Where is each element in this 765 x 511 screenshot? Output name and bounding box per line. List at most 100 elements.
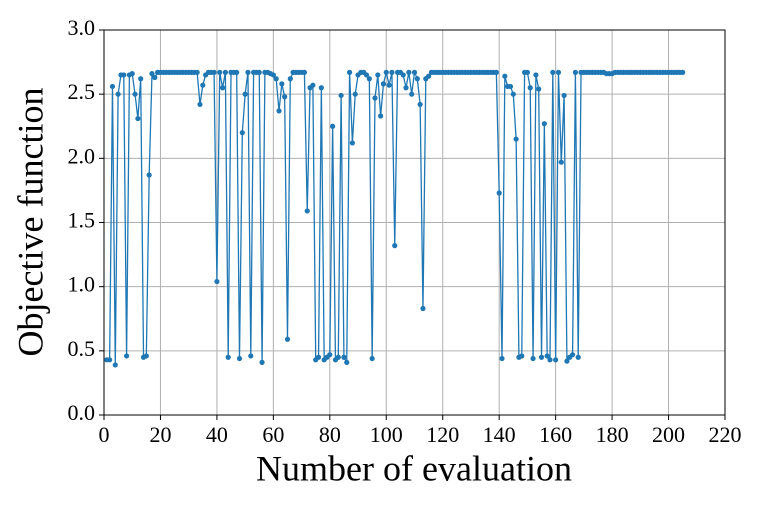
point	[107, 357, 113, 363]
point	[513, 136, 519, 142]
point	[248, 353, 254, 359]
point	[541, 121, 547, 127]
point	[112, 362, 118, 368]
point	[553, 357, 559, 363]
x-tick-label: 80	[319, 422, 341, 447]
point	[310, 82, 316, 88]
point	[284, 336, 291, 342]
point	[330, 123, 336, 129]
point	[538, 354, 545, 360]
point	[547, 357, 553, 363]
point	[420, 305, 426, 312]
point	[502, 73, 508, 79]
point	[194, 69, 200, 75]
point	[519, 353, 525, 359]
x-tick-label: 200	[652, 422, 685, 447]
point	[383, 69, 389, 75]
point	[222, 69, 228, 75]
point	[352, 91, 358, 97]
point	[236, 355, 243, 362]
x-tick-label: 160	[539, 422, 572, 447]
point	[536, 86, 542, 92]
point	[544, 353, 550, 359]
point	[363, 72, 370, 78]
point	[575, 354, 581, 360]
y-tick-label: 0.0	[68, 400, 96, 425]
point	[375, 72, 381, 78]
point	[214, 278, 220, 285]
point	[400, 72, 406, 78]
point	[123, 353, 130, 359]
point	[346, 69, 353, 75]
point	[555, 69, 562, 75]
point	[338, 92, 344, 99]
point	[496, 190, 502, 196]
point	[149, 71, 155, 77]
point	[426, 73, 432, 79]
point	[411, 69, 418, 75]
point	[558, 159, 564, 165]
series-line	[106, 69, 683, 365]
point	[259, 359, 265, 365]
point	[279, 81, 285, 87]
plot-frame	[103, 29, 726, 416]
point	[414, 76, 420, 82]
point	[282, 94, 288, 100]
point	[349, 140, 355, 146]
point	[301, 69, 308, 75]
y-tick-label: 1.0	[68, 272, 96, 297]
point	[564, 358, 570, 364]
point	[341, 354, 347, 360]
point	[109, 83, 116, 90]
point	[527, 85, 533, 91]
y-tick-label: 1.5	[68, 208, 96, 233]
point	[369, 355, 375, 362]
point	[200, 82, 206, 88]
point	[152, 74, 158, 81]
point	[378, 113, 384, 119]
point	[510, 91, 516, 97]
point	[327, 352, 333, 358]
point	[197, 101, 203, 108]
point	[234, 69, 240, 75]
point	[143, 353, 149, 359]
point	[366, 76, 372, 82]
point	[417, 101, 423, 108]
point	[273, 76, 279, 82]
x-tick-label: 140	[483, 422, 516, 447]
point	[276, 108, 282, 114]
x-tick-label: 220	[709, 422, 742, 447]
point	[318, 85, 324, 91]
y-tick-label: 0.5	[68, 336, 96, 361]
point	[403, 85, 409, 91]
point	[409, 91, 415, 97]
point	[372, 95, 378, 101]
point	[392, 243, 398, 249]
point	[146, 172, 152, 178]
point	[129, 71, 135, 77]
point	[524, 69, 531, 75]
point	[304, 208, 310, 214]
point	[499, 355, 505, 362]
point	[406, 69, 412, 75]
x-tick-label: 20	[149, 422, 171, 447]
point	[217, 69, 223, 75]
point	[287, 76, 293, 82]
point	[242, 91, 248, 97]
point	[121, 72, 127, 78]
x-tick-label: 180	[596, 422, 629, 447]
point	[138, 76, 144, 82]
point	[245, 69, 251, 75]
y-tick-label: 2.0	[68, 143, 96, 168]
point	[219, 85, 226, 91]
point	[344, 359, 350, 365]
point	[507, 83, 514, 90]
point	[256, 69, 262, 75]
point	[561, 92, 567, 99]
point	[493, 69, 499, 75]
x-tick-label: 40	[206, 422, 228, 447]
point	[530, 355, 536, 362]
x-axis-label: Number of evaluation	[256, 448, 572, 488]
